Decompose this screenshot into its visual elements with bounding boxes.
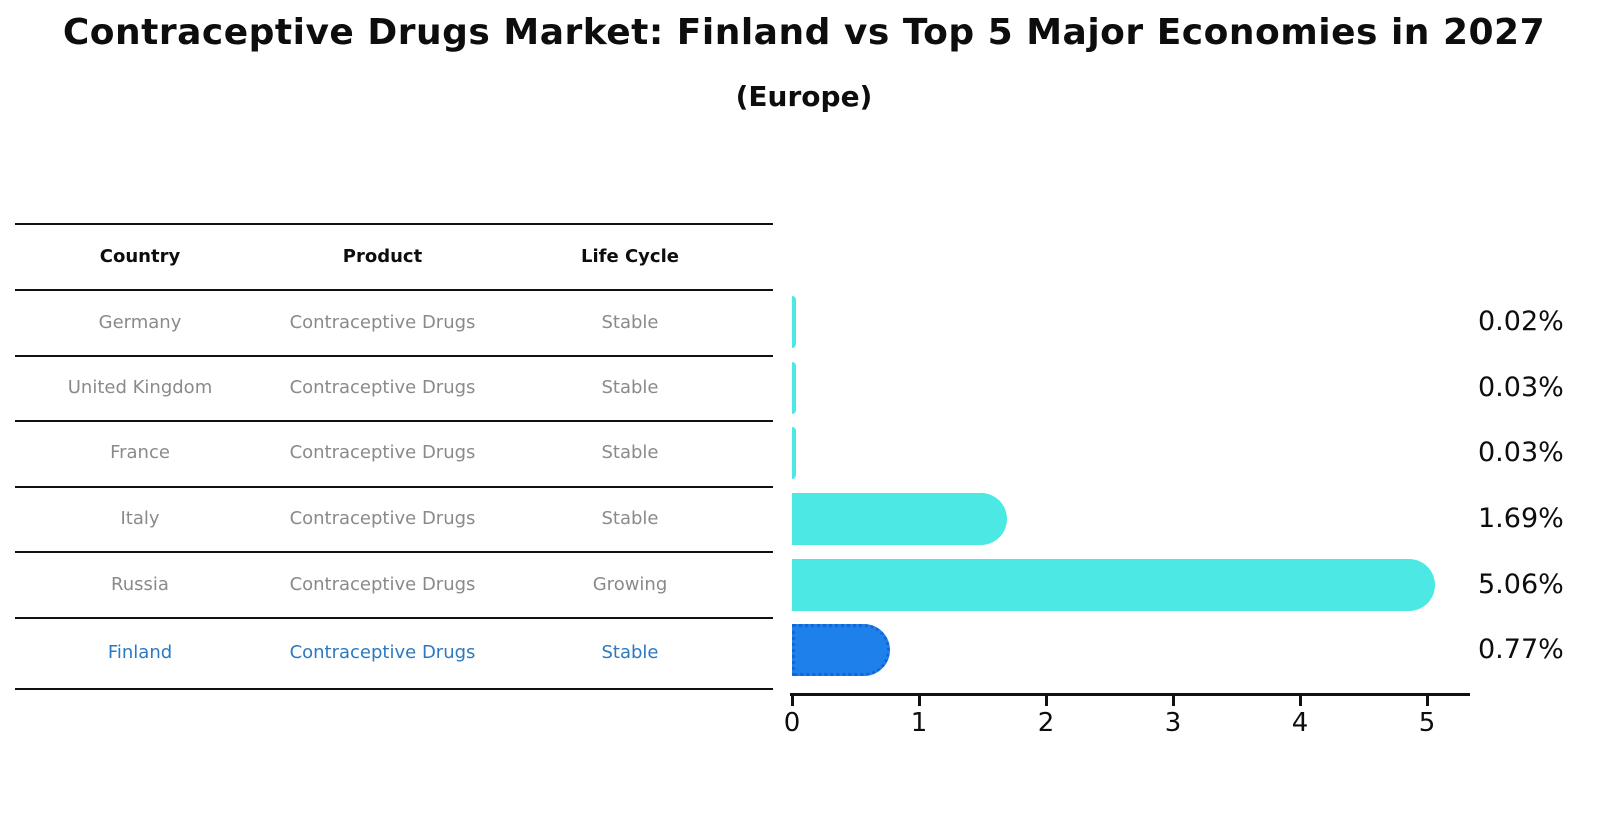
x-axis-tick [1299, 695, 1302, 706]
table-row-france: France Contraceptive Drugs Stable [15, 437, 773, 467]
value-label-france: 0.03% [1478, 437, 1564, 468]
column-header-product: Product [342, 245, 423, 267]
x-axis-tick-label: 5 [1418, 708, 1436, 738]
bar-italy [792, 493, 1007, 545]
bar-france [792, 427, 796, 479]
table-row-italy: Italy Contraceptive Drugs Stable [15, 503, 773, 533]
product-cell: Contraceptive Drugs [289, 376, 476, 398]
bar-russia [792, 559, 1435, 611]
bar-germany [792, 296, 796, 348]
country-cell: France [110, 441, 170, 463]
table-row-germany: Germany Contraceptive Drugs Stable [15, 307, 773, 337]
table-rule [15, 289, 773, 291]
x-axis-tick [1045, 695, 1048, 706]
table-header-row: Country Product Life Cycle [15, 241, 773, 271]
product-cell: Contraceptive Drugs [289, 507, 476, 529]
country-cell: United Kingdom [67, 376, 213, 398]
bar-united-kingdom [792, 362, 796, 414]
x-axis-tick-label: 0 [783, 708, 801, 738]
x-axis-tick-label: 3 [1164, 708, 1182, 738]
x-axis-tick [918, 695, 921, 706]
life-cycle-cell: Stable [601, 507, 659, 529]
x-axis-tick-label: 1 [910, 708, 928, 738]
table-row-united-kingdom: United Kingdom Contraceptive Drugs Stabl… [15, 372, 773, 402]
country-cell: Finland [107, 641, 173, 663]
table-rule [15, 486, 773, 488]
bar-finland [792, 624, 890, 676]
table-rule [15, 617, 773, 619]
table-row-finland: Finland Contraceptive Drugs Stable [15, 637, 773, 667]
table-rule [15, 688, 773, 690]
table-rule [15, 223, 773, 225]
column-header-country: Country [99, 245, 181, 267]
value-label-germany: 0.02% [1478, 306, 1564, 337]
x-axis-line [790, 693, 1470, 696]
life-cycle-cell: Growing [592, 573, 668, 595]
country-cell: Italy [120, 507, 160, 529]
country-cell: Germany [98, 311, 182, 333]
product-cell: Contraceptive Drugs [289, 311, 476, 333]
country-cell: Russia [111, 573, 169, 595]
life-cycle-cell: Stable [601, 311, 659, 333]
life-cycle-cell: Stable [601, 376, 659, 398]
table-row-russia: Russia Contraceptive Drugs Growing [15, 569, 773, 599]
x-axis-tick [791, 695, 794, 706]
value-label-russia: 5.06% [1478, 569, 1564, 600]
chart-title: Contraceptive Drugs Market: Finland vs T… [62, 12, 1546, 53]
x-axis-tick-label: 4 [1291, 708, 1309, 738]
chart-subtitle: (Europe) [735, 80, 873, 113]
value-label-italy: 1.69% [1478, 503, 1564, 534]
value-label-finland: 0.77% [1478, 634, 1564, 665]
product-cell: Contraceptive Drugs [289, 441, 476, 463]
value-label-united-kingdom: 0.03% [1478, 372, 1564, 403]
table-rule [15, 551, 773, 553]
life-cycle-cell: Stable [601, 441, 659, 463]
x-axis-tick-label: 2 [1037, 708, 1055, 738]
x-axis-tick [1172, 695, 1175, 706]
life-cycle-cell: Stable [601, 641, 659, 663]
table-rule [15, 420, 773, 422]
product-cell: Contraceptive Drugs [289, 573, 476, 595]
column-header-life-cycle: Life Cycle [581, 245, 679, 267]
x-axis-tick [1426, 695, 1429, 706]
table-rule [15, 355, 773, 357]
product-cell: Contraceptive Drugs [289, 641, 476, 663]
